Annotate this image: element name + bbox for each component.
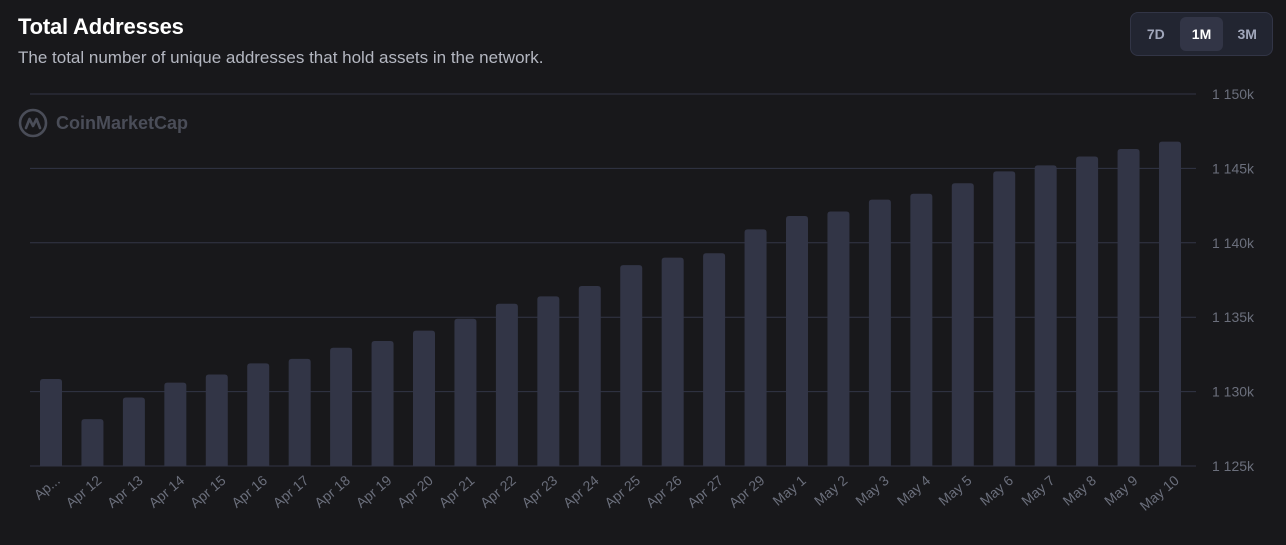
bar[interactable]	[247, 363, 270, 466]
x-tick-label: Ap...	[31, 472, 63, 503]
x-tick-label: Apr 12	[62, 472, 104, 511]
time-range-selector: 7D 1M 3M	[1130, 12, 1273, 56]
coinmarketcap-watermark: CoinMarketCap	[18, 108, 188, 138]
bar[interactable]	[1076, 156, 1099, 466]
bar[interactable]	[454, 318, 477, 466]
x-tick-label: Apr 25	[601, 472, 643, 511]
x-tick-label: Apr 26	[643, 472, 685, 511]
watermark-text: CoinMarketCap	[56, 112, 189, 133]
x-tick-label: Apr 19	[353, 472, 395, 511]
bar[interactable]	[81, 419, 104, 466]
bar[interactable]	[413, 330, 435, 466]
bar[interactable]	[786, 216, 808, 466]
bar[interactable]	[122, 397, 145, 466]
bar[interactable]	[330, 347, 353, 466]
bar[interactable]	[868, 199, 891, 466]
x-tick-label: May 8	[1060, 472, 1100, 509]
x-tick-label: Apr 23	[518, 472, 560, 511]
x-tick-label: Apr 18	[311, 472, 353, 511]
x-tick-label: May 3	[852, 472, 892, 509]
x-tick-label: Apr 20	[394, 472, 436, 511]
y-tick-label: 1 150k	[1212, 86, 1255, 102]
x-tick-label: May 9	[1101, 472, 1141, 509]
x-tick-label: May 1	[769, 472, 809, 509]
x-tick-label: Apr 14	[145, 472, 187, 511]
bar[interactable]	[1117, 149, 1140, 466]
bar[interactable]	[620, 265, 643, 466]
bar[interactable]	[951, 183, 974, 466]
x-tick-label: Apr 24	[560, 472, 602, 511]
chart-title: Total Addresses	[18, 14, 184, 39]
bar[interactable]	[827, 211, 850, 466]
bar[interactable]	[1159, 141, 1181, 466]
x-tick-label: May 6	[977, 472, 1017, 509]
bar[interactable]	[537, 296, 560, 466]
x-tick-label: Apr 21	[435, 472, 477, 511]
x-tick-label: Apr 16	[228, 472, 270, 511]
bar[interactable]	[205, 374, 228, 466]
y-tick-label: 1 135k	[1212, 309, 1255, 325]
bar[interactable]	[371, 341, 394, 466]
x-tick-label: Apr 29	[726, 472, 768, 511]
range-7d-button[interactable]: 7D	[1146, 26, 1165, 42]
chart-subtitle: The total number of unique addresses tha…	[18, 48, 544, 67]
coinmarketcap-logo-icon	[18, 108, 48, 138]
bar[interactable]	[993, 171, 1016, 466]
y-tick-label: 1 130k	[1212, 384, 1255, 400]
y-tick-label: 1 145k	[1212, 160, 1255, 176]
x-tick-label: Apr 27	[684, 472, 726, 511]
bar[interactable]	[1034, 165, 1057, 466]
y-tick-label: 1 140k	[1212, 235, 1255, 251]
bar[interactable]	[495, 303, 518, 466]
x-tick-label: Apr 13	[104, 472, 146, 511]
bar[interactable]	[661, 257, 684, 466]
bar[interactable]	[703, 253, 726, 466]
range-1m-button[interactable]: 1M	[1179, 17, 1224, 51]
x-tick-label: May 7	[1018, 472, 1058, 509]
bar[interactable]	[910, 193, 933, 467]
y-tick-label: 1 125k	[1212, 458, 1255, 474]
bar[interactable]	[40, 378, 62, 466]
x-tick-label: May 4	[894, 472, 934, 509]
x-tick-label: May 10	[1136, 472, 1182, 514]
bar[interactable]	[164, 382, 187, 466]
bar[interactable]	[288, 358, 311, 466]
x-tick-label: Apr 22	[477, 472, 519, 511]
bar[interactable]	[578, 285, 601, 466]
x-tick-label: May 2	[811, 472, 851, 509]
x-tick-label: Apr 15	[187, 472, 229, 511]
range-3m-button[interactable]: 3M	[1237, 26, 1257, 42]
x-tick-label: May 5	[935, 472, 975, 509]
bar[interactable]	[744, 229, 767, 466]
x-tick-label: Apr 17	[270, 472, 312, 511]
